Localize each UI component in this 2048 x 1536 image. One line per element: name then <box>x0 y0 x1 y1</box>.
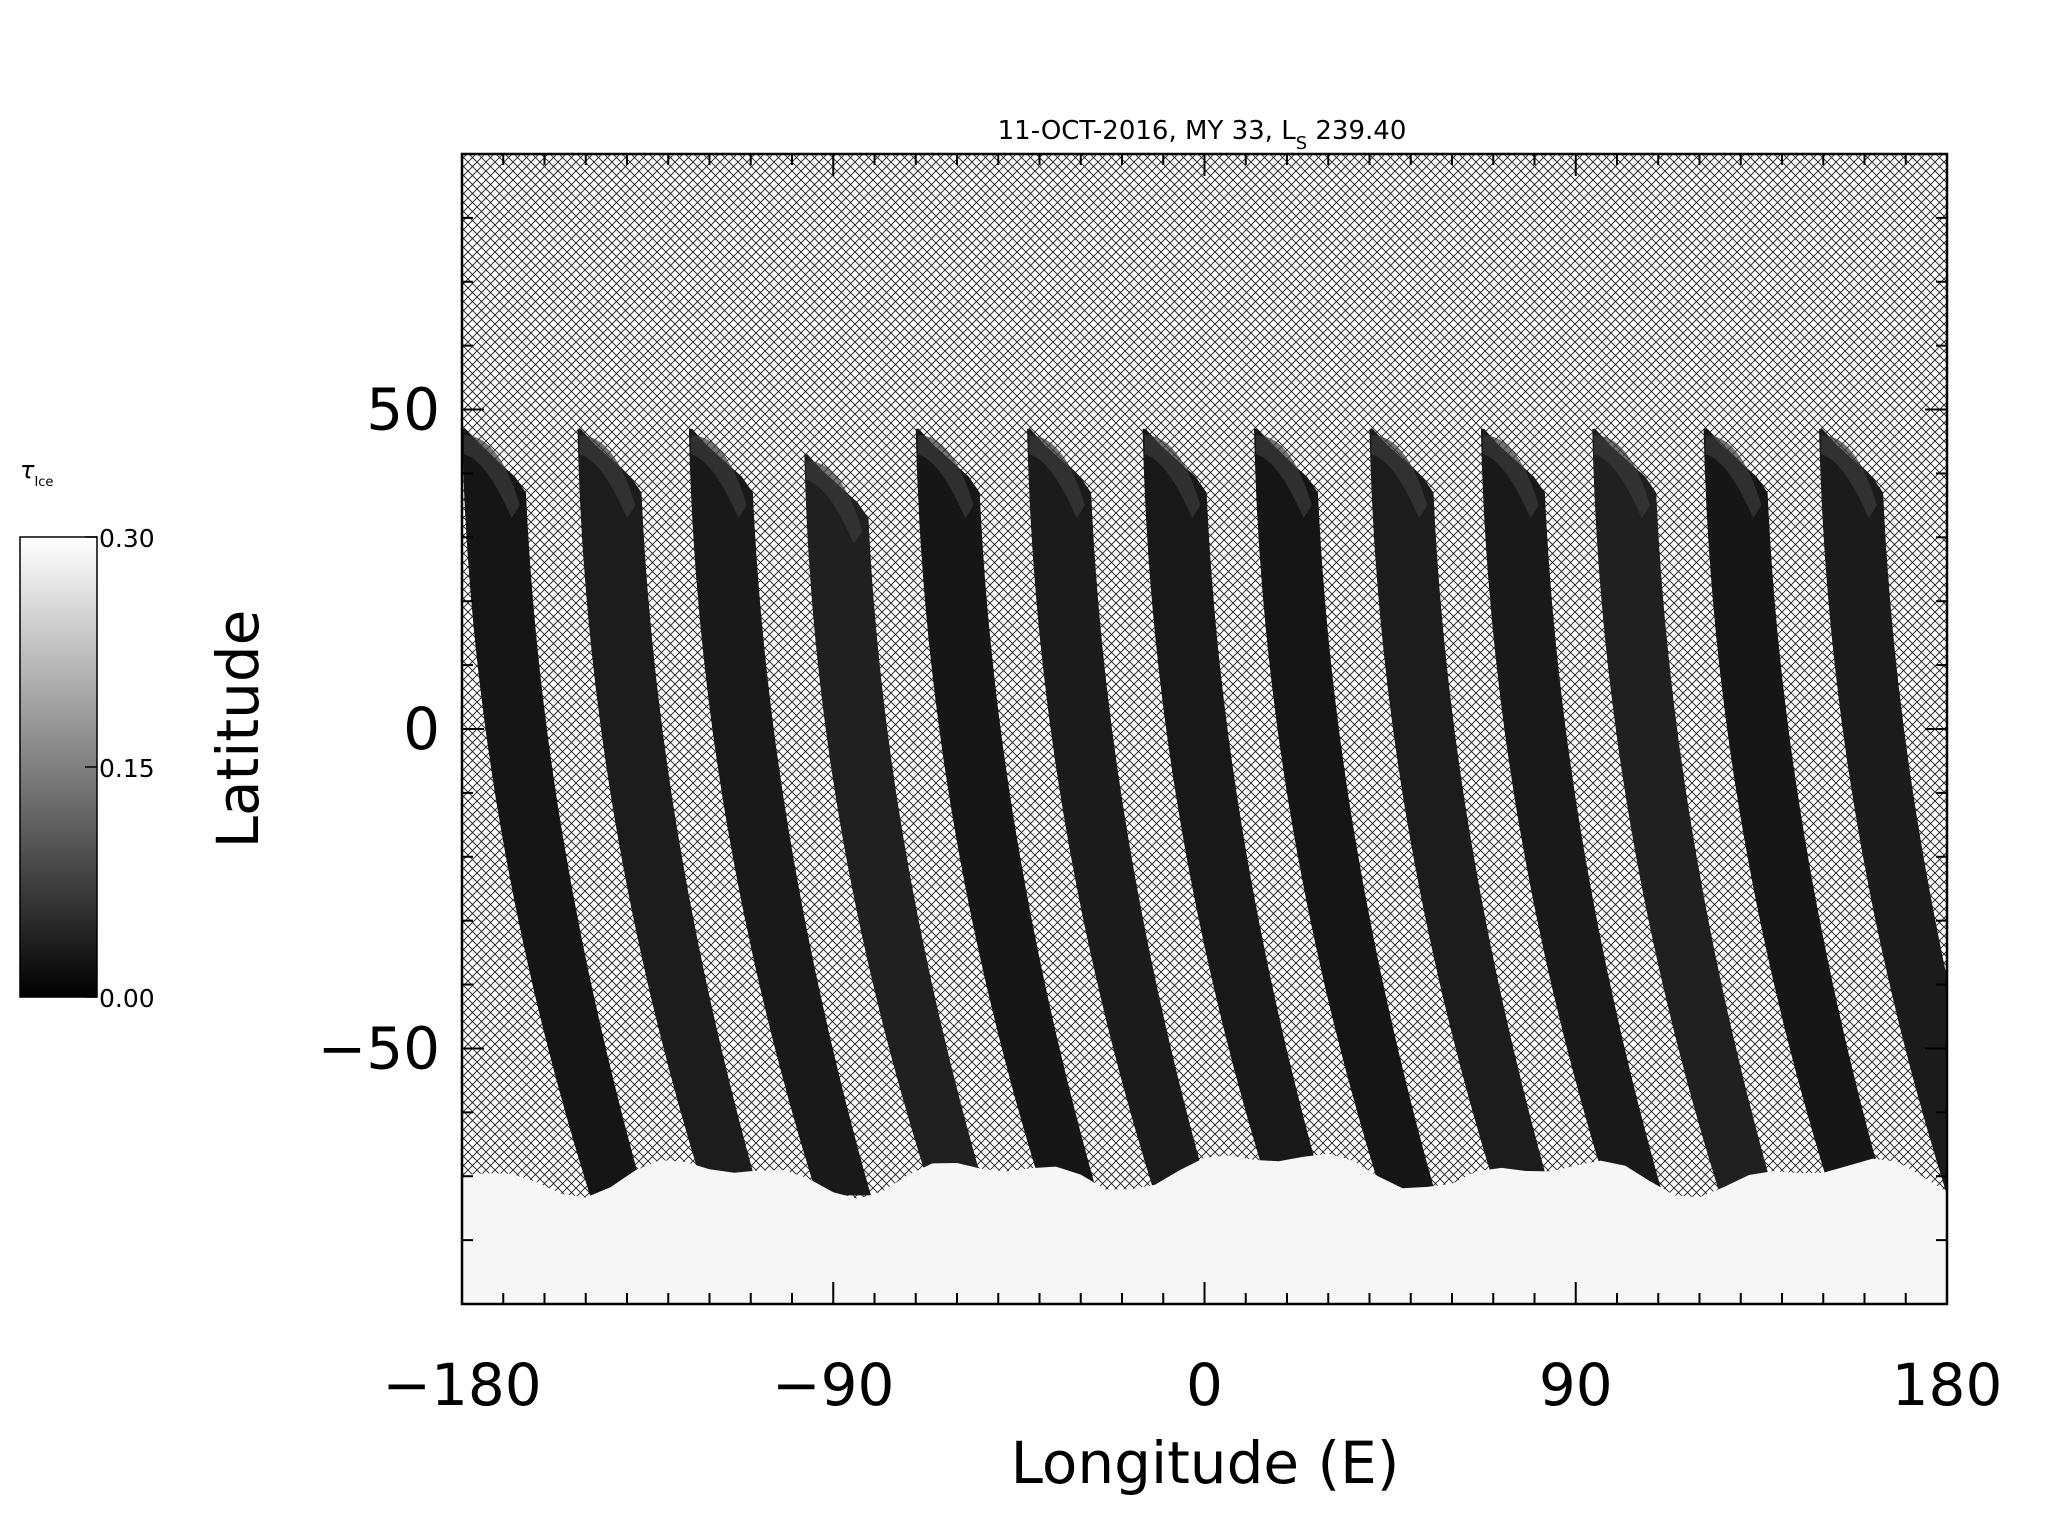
x-axis-label: Longitude (E) <box>1011 1429 1400 1497</box>
swath-bright-edge <box>1482 435 1539 519</box>
x-tick-label: 180 <box>1892 1351 2003 1419</box>
orbit-swath <box>1819 428 1947 1196</box>
south-polar-cap-region <box>462 1153 1947 1304</box>
colorbar-tick-min: 0.00 <box>99 984 155 1013</box>
swath-bright-edge <box>1371 435 1428 519</box>
swath-bright-edge <box>806 460 863 544</box>
x-tick-label: 90 <box>1539 1351 1613 1419</box>
x-tick-label: 0 <box>1186 1351 1223 1419</box>
orbit-swath <box>1142 428 1325 1196</box>
swath-bright-edge <box>1144 435 1201 519</box>
orbit-swath <box>1703 428 1886 1196</box>
orbit-swath <box>688 428 871 1196</box>
orbit-swath <box>804 454 990 1205</box>
orbit-swath <box>1480 428 1663 1196</box>
orbit-swath <box>577 428 760 1196</box>
swath-bright-edge <box>1821 435 1877 519</box>
axis-ticks: −180 −90 0 90 180 −50 0 50 <box>318 153 2003 1419</box>
swath-bright-edge <box>1705 435 1762 519</box>
y-axis-label: Latitude <box>204 610 272 849</box>
colorbar: τIce 0.30 0.15 0.00 <box>19 456 155 1013</box>
colorbar-tick-max: 0.30 <box>99 524 155 553</box>
orbit-swath <box>1027 428 1210 1196</box>
orbit-swath <box>462 428 644 1196</box>
chart-title: 11-OCT-2016, MY 33, LS 239.40 <box>998 116 1407 154</box>
swath-bright-edge <box>1594 435 1650 519</box>
colorbar-label: τIce <box>20 456 53 490</box>
y-tick-label: 50 <box>366 376 440 444</box>
orbit-swath <box>1369 428 1552 1196</box>
x-tick-label: −180 <box>382 1351 541 1419</box>
swath-bright-edge <box>1256 435 1312 519</box>
colorbar-gradient <box>19 536 98 998</box>
swath-bright-edge <box>917 435 974 519</box>
orbit-swath <box>915 428 1098 1196</box>
y-tick-label: −50 <box>318 1014 440 1082</box>
orbit-swath <box>1254 428 1436 1196</box>
swath-bright-edge <box>579 435 636 519</box>
orbit-swaths <box>462 428 1947 1205</box>
swath-bright-edge <box>1029 435 1085 519</box>
swath-bright-edge <box>464 435 520 519</box>
y-tick-label: 0 <box>403 695 440 763</box>
x-tick-label: −90 <box>772 1351 894 1419</box>
swath-bright-edge <box>690 435 747 519</box>
orbit-swath <box>1592 428 1775 1196</box>
colorbar-tick-mid: 0.15 <box>99 754 155 783</box>
plot-area <box>462 154 1947 1304</box>
